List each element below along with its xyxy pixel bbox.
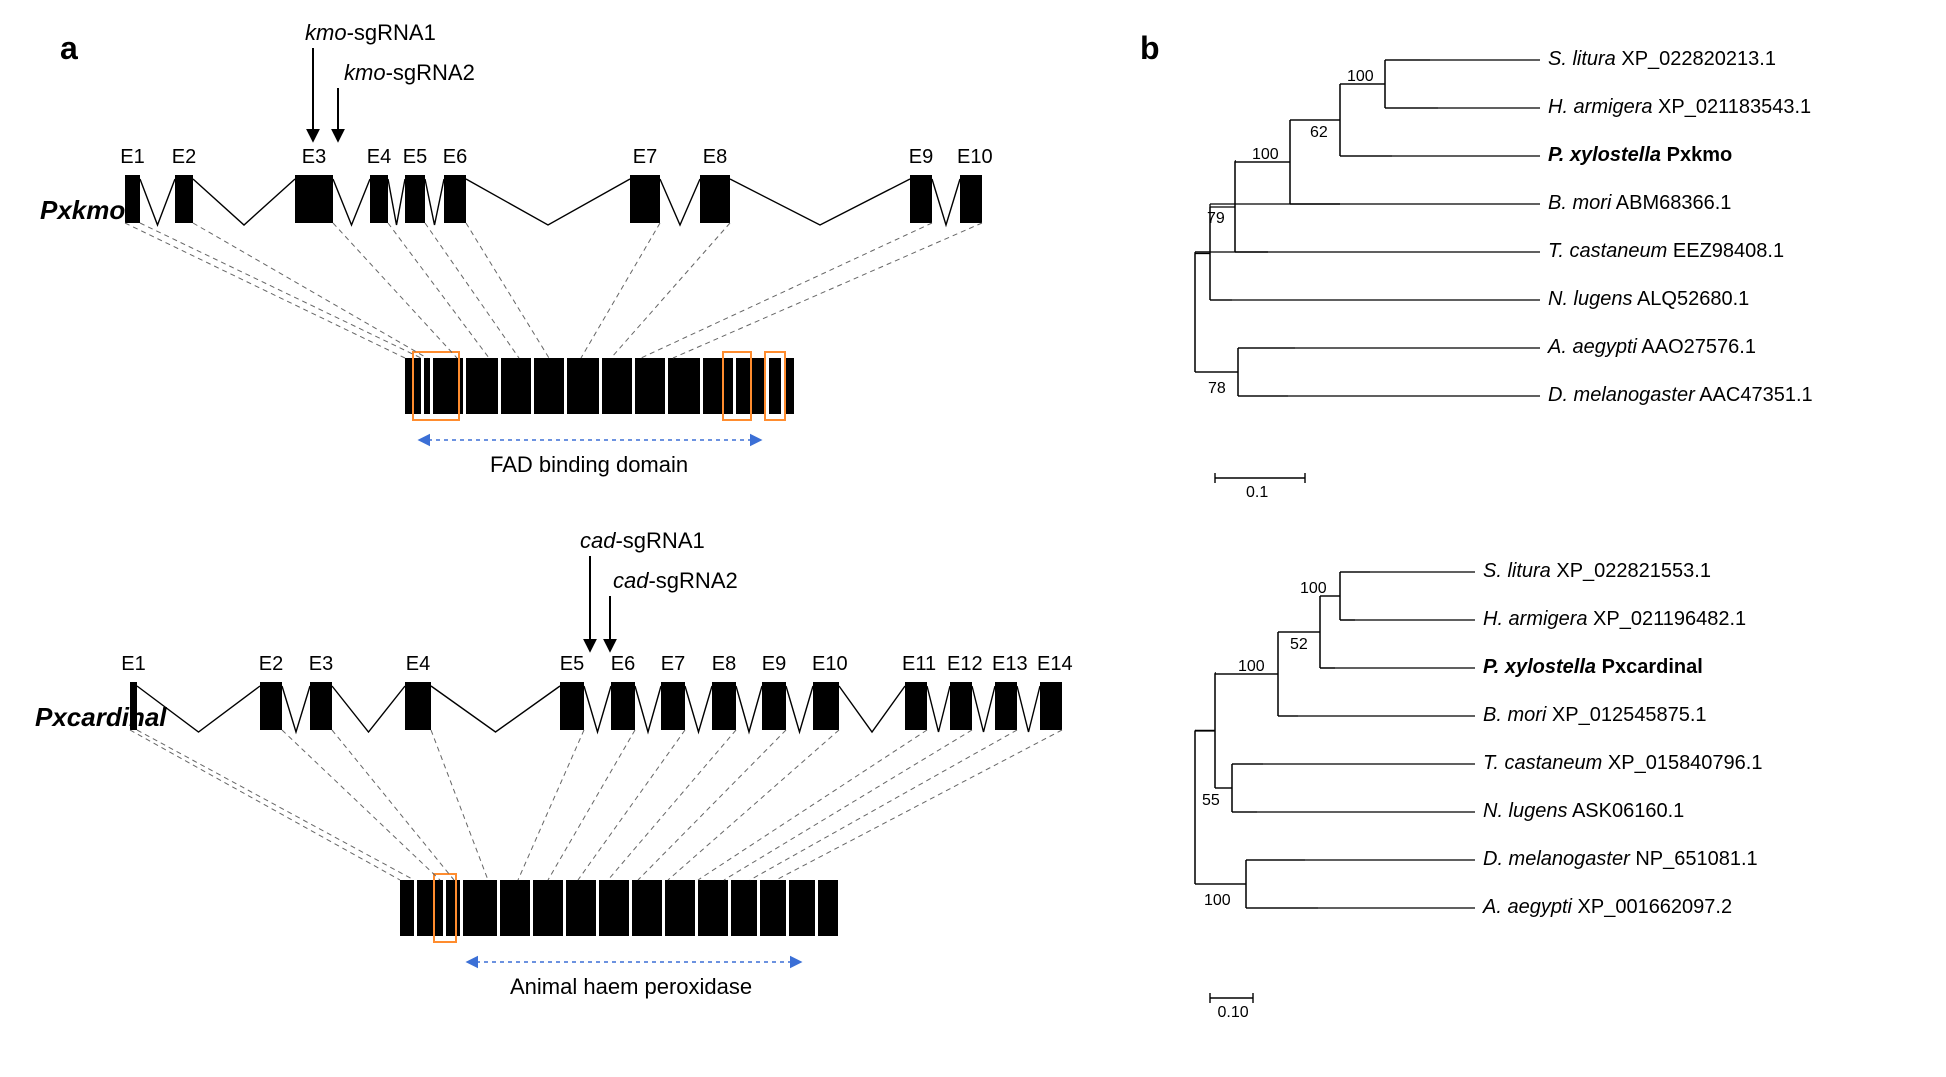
figure-root: a b kmo-sgRNA1 kmo-sgRNA2 cad-sgRNA1 cad… xyxy=(0,0,1946,1077)
